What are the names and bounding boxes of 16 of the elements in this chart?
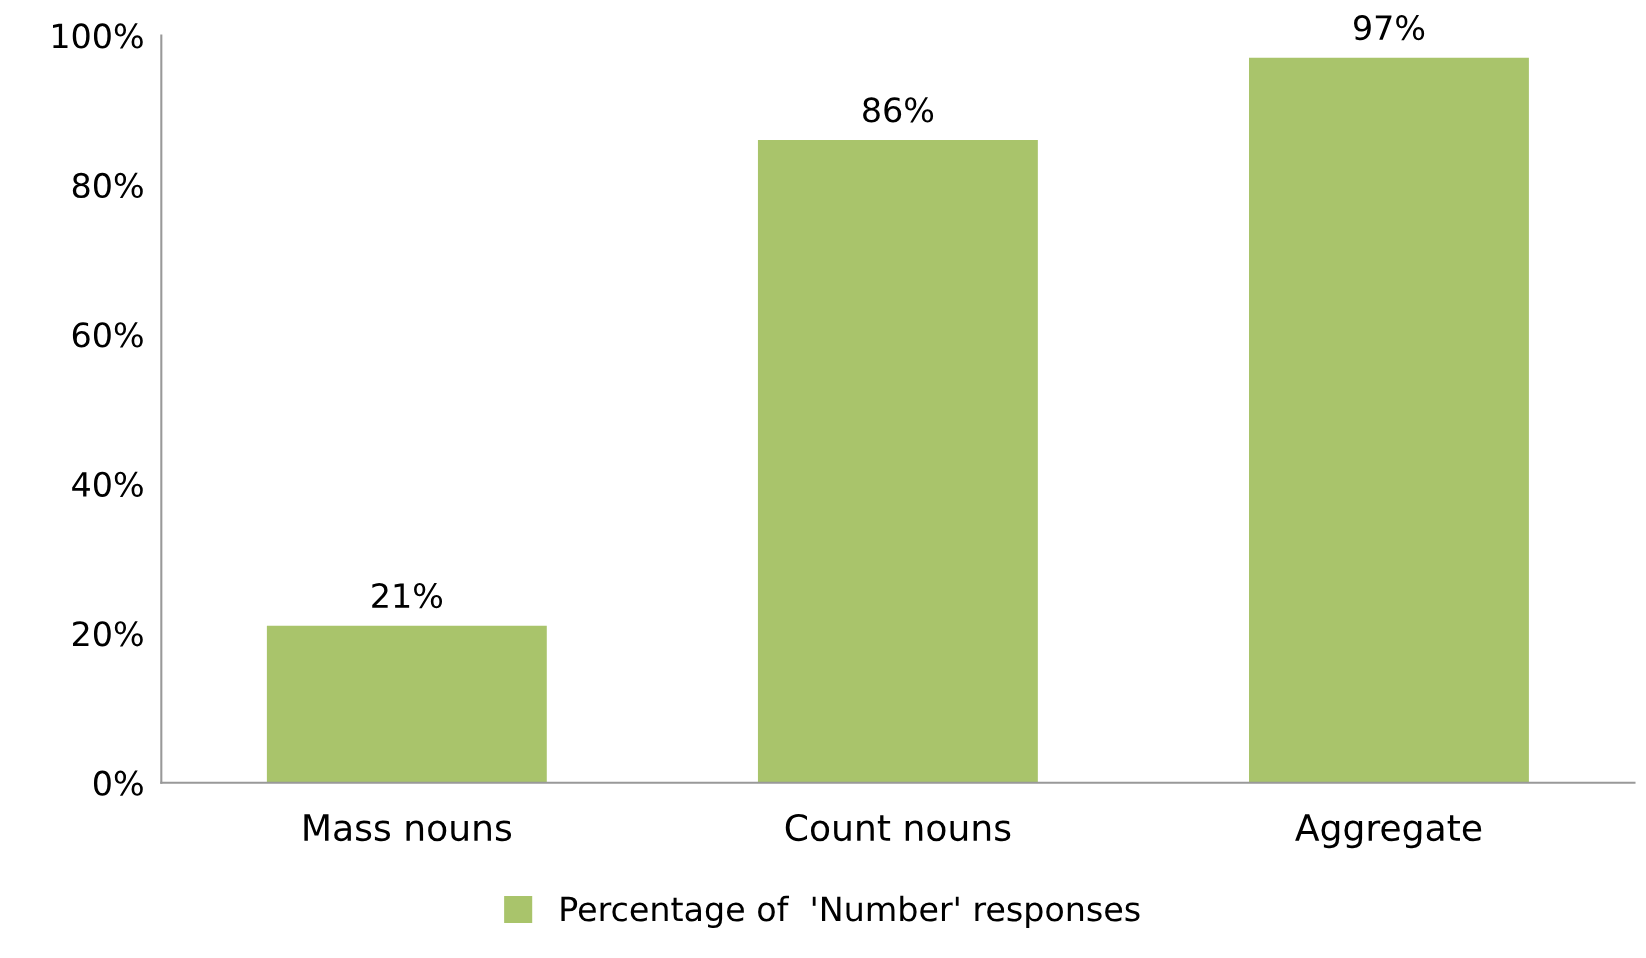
x-tick-label: Count nouns <box>785 813 1011 842</box>
bar <box>757 140 1038 783</box>
bar <box>266 625 547 783</box>
data-label: 97% <box>1354 15 1425 41</box>
y-tick-label: 100% <box>53 23 143 49</box>
y-tick-label: 60% <box>72 322 143 348</box>
data-label: 86% <box>863 97 934 123</box>
y-tick-label: 40% <box>72 471 143 497</box>
bar <box>1249 57 1529 783</box>
legend-label: Percentage of 'Number' responses <box>561 895 1140 928</box>
x-tick-label: Mass nouns <box>304 814 512 842</box>
y-tick-label: 80% <box>72 172 143 199</box>
data-label: 21% <box>372 582 443 609</box>
y-tick-label: 20% <box>73 621 143 647</box>
x-tick-label: Aggregate <box>1295 814 1482 849</box>
y-tick-label: 0% <box>93 770 143 796</box>
